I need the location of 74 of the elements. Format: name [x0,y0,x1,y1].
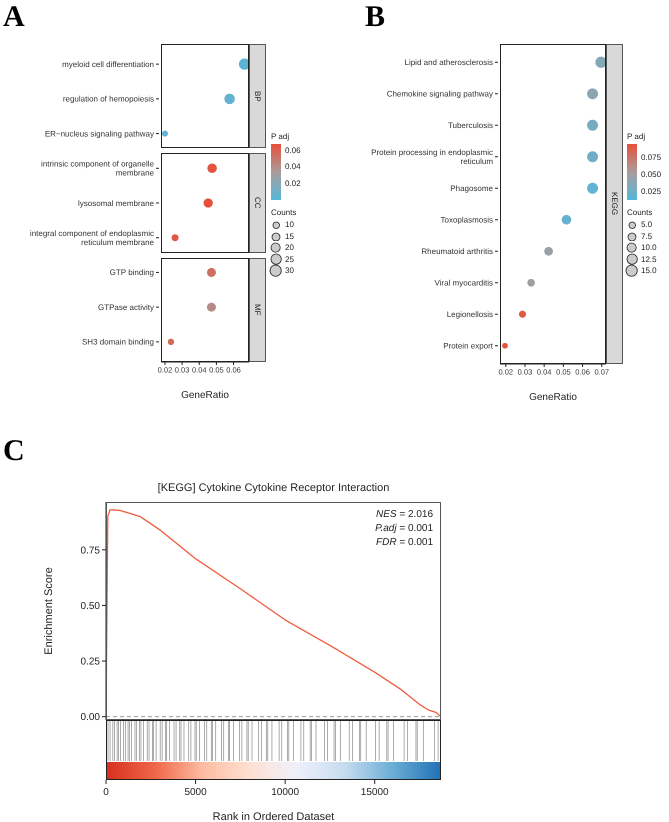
point [544,246,553,256]
x-tick-label: 5000 [184,787,208,798]
y-tick-label: myeloid cell differentiation [62,60,154,69]
point [595,56,606,68]
legend-label: 10.0 [641,243,657,253]
x-tick-label: 15000 [360,787,390,798]
legend-label: 5.0 [641,220,652,230]
text: MF [253,304,262,316]
x-tick-label: 10000 [271,787,300,798]
color-bar-title: P adj [627,132,646,141]
x-axis-title: GeneRatio [529,392,578,403]
y-tick-label: ER−nucleus signaling pathway [44,129,154,138]
legend-label: 12.5 [641,254,657,264]
legend-title: Counts [627,208,652,217]
x-tick-label: 0 [103,787,110,798]
annotation: NES = 2.016 [375,508,433,522]
point [587,182,598,194]
y-tick-label: GTP binding [110,268,154,278]
legend-label: 15 [285,232,294,242]
color-bar-label: 0.075 [641,153,662,164]
legend-label: 20 [285,243,294,253]
y-tick-label: intrinsic component of organelle membrane [41,160,155,178]
text: C [3,434,25,467]
y-tick-label: 0.00 [80,712,100,724]
annotation: FDR = 0.001 [375,536,433,550]
y-tick-label: 0.50 [80,600,100,612]
y-tick-label: Viral myocarditis [434,278,493,288]
point [204,198,213,208]
text: A [3,0,25,33]
y-tick-label: 0.75 [80,545,100,556]
y-tick-label: Toxoplasmosis [440,216,493,225]
legend-label: 25 [285,254,294,264]
y-tick-label: Tuberculosis [448,121,493,130]
x-axis-title: Rank in Ordered Dataset [212,811,334,822]
y-tick-label: 0.25 [80,656,100,668]
legend-label: 7.5 [641,232,652,242]
color-bar-title: P adj [271,132,290,141]
x-axis-title: GeneRatio [181,390,230,401]
point [587,151,598,162]
point [207,164,217,174]
y-tick-label: integral component of endoplasmic reticulum membrane [30,229,155,247]
legend-label: 10 [285,220,294,230]
chart-title: [KEGG] Cytokine Cytokine Receptor Interaction [156,482,390,494]
y-tick-label: SH3 domain binding [82,338,154,347]
point [206,302,216,312]
point [587,120,598,131]
y-tick-label: Protein processing in endoplasmic reticulum [371,148,494,166]
point [587,88,598,100]
point [206,268,216,277]
y-axis-title: Enrichment Score [42,567,55,655]
y-tick-label: Rheumatoid arthritis [421,247,493,256]
y-tick-label: lysosomal membrane [78,198,155,208]
y-tick-label: Phagosome [450,184,494,194]
point [224,94,235,104]
y-tick-label: Legionellosis [446,310,493,320]
y-tick-label: regulation of hemopoiesis [62,94,154,104]
y-tick-label: Lipid and atherosclerosis [404,58,493,68]
color-bar-label: 0.06 [285,146,301,156]
annotation: P.adj = 0.001 [374,522,433,536]
color-bar-label: 0.04 [285,162,301,172]
text: BP [253,90,262,102]
point [562,214,572,225]
legend-title: Counts [271,208,296,217]
legend-label: 30 [285,266,294,276]
color-bar-label: 0.050 [641,170,662,180]
color-bar-label: 0.02 [285,179,301,190]
y-tick-label: Protein export [443,342,494,351]
legend-label: 15.0 [641,266,657,276]
y-tick-label: Chemokine signaling pathway [386,90,493,99]
color-bar-label: 0.025 [641,186,662,197]
y-tick-label: GTPase activity [98,302,154,312]
text: KEGG [610,192,619,216]
text: B [365,0,386,33]
text: CC [253,197,262,209]
